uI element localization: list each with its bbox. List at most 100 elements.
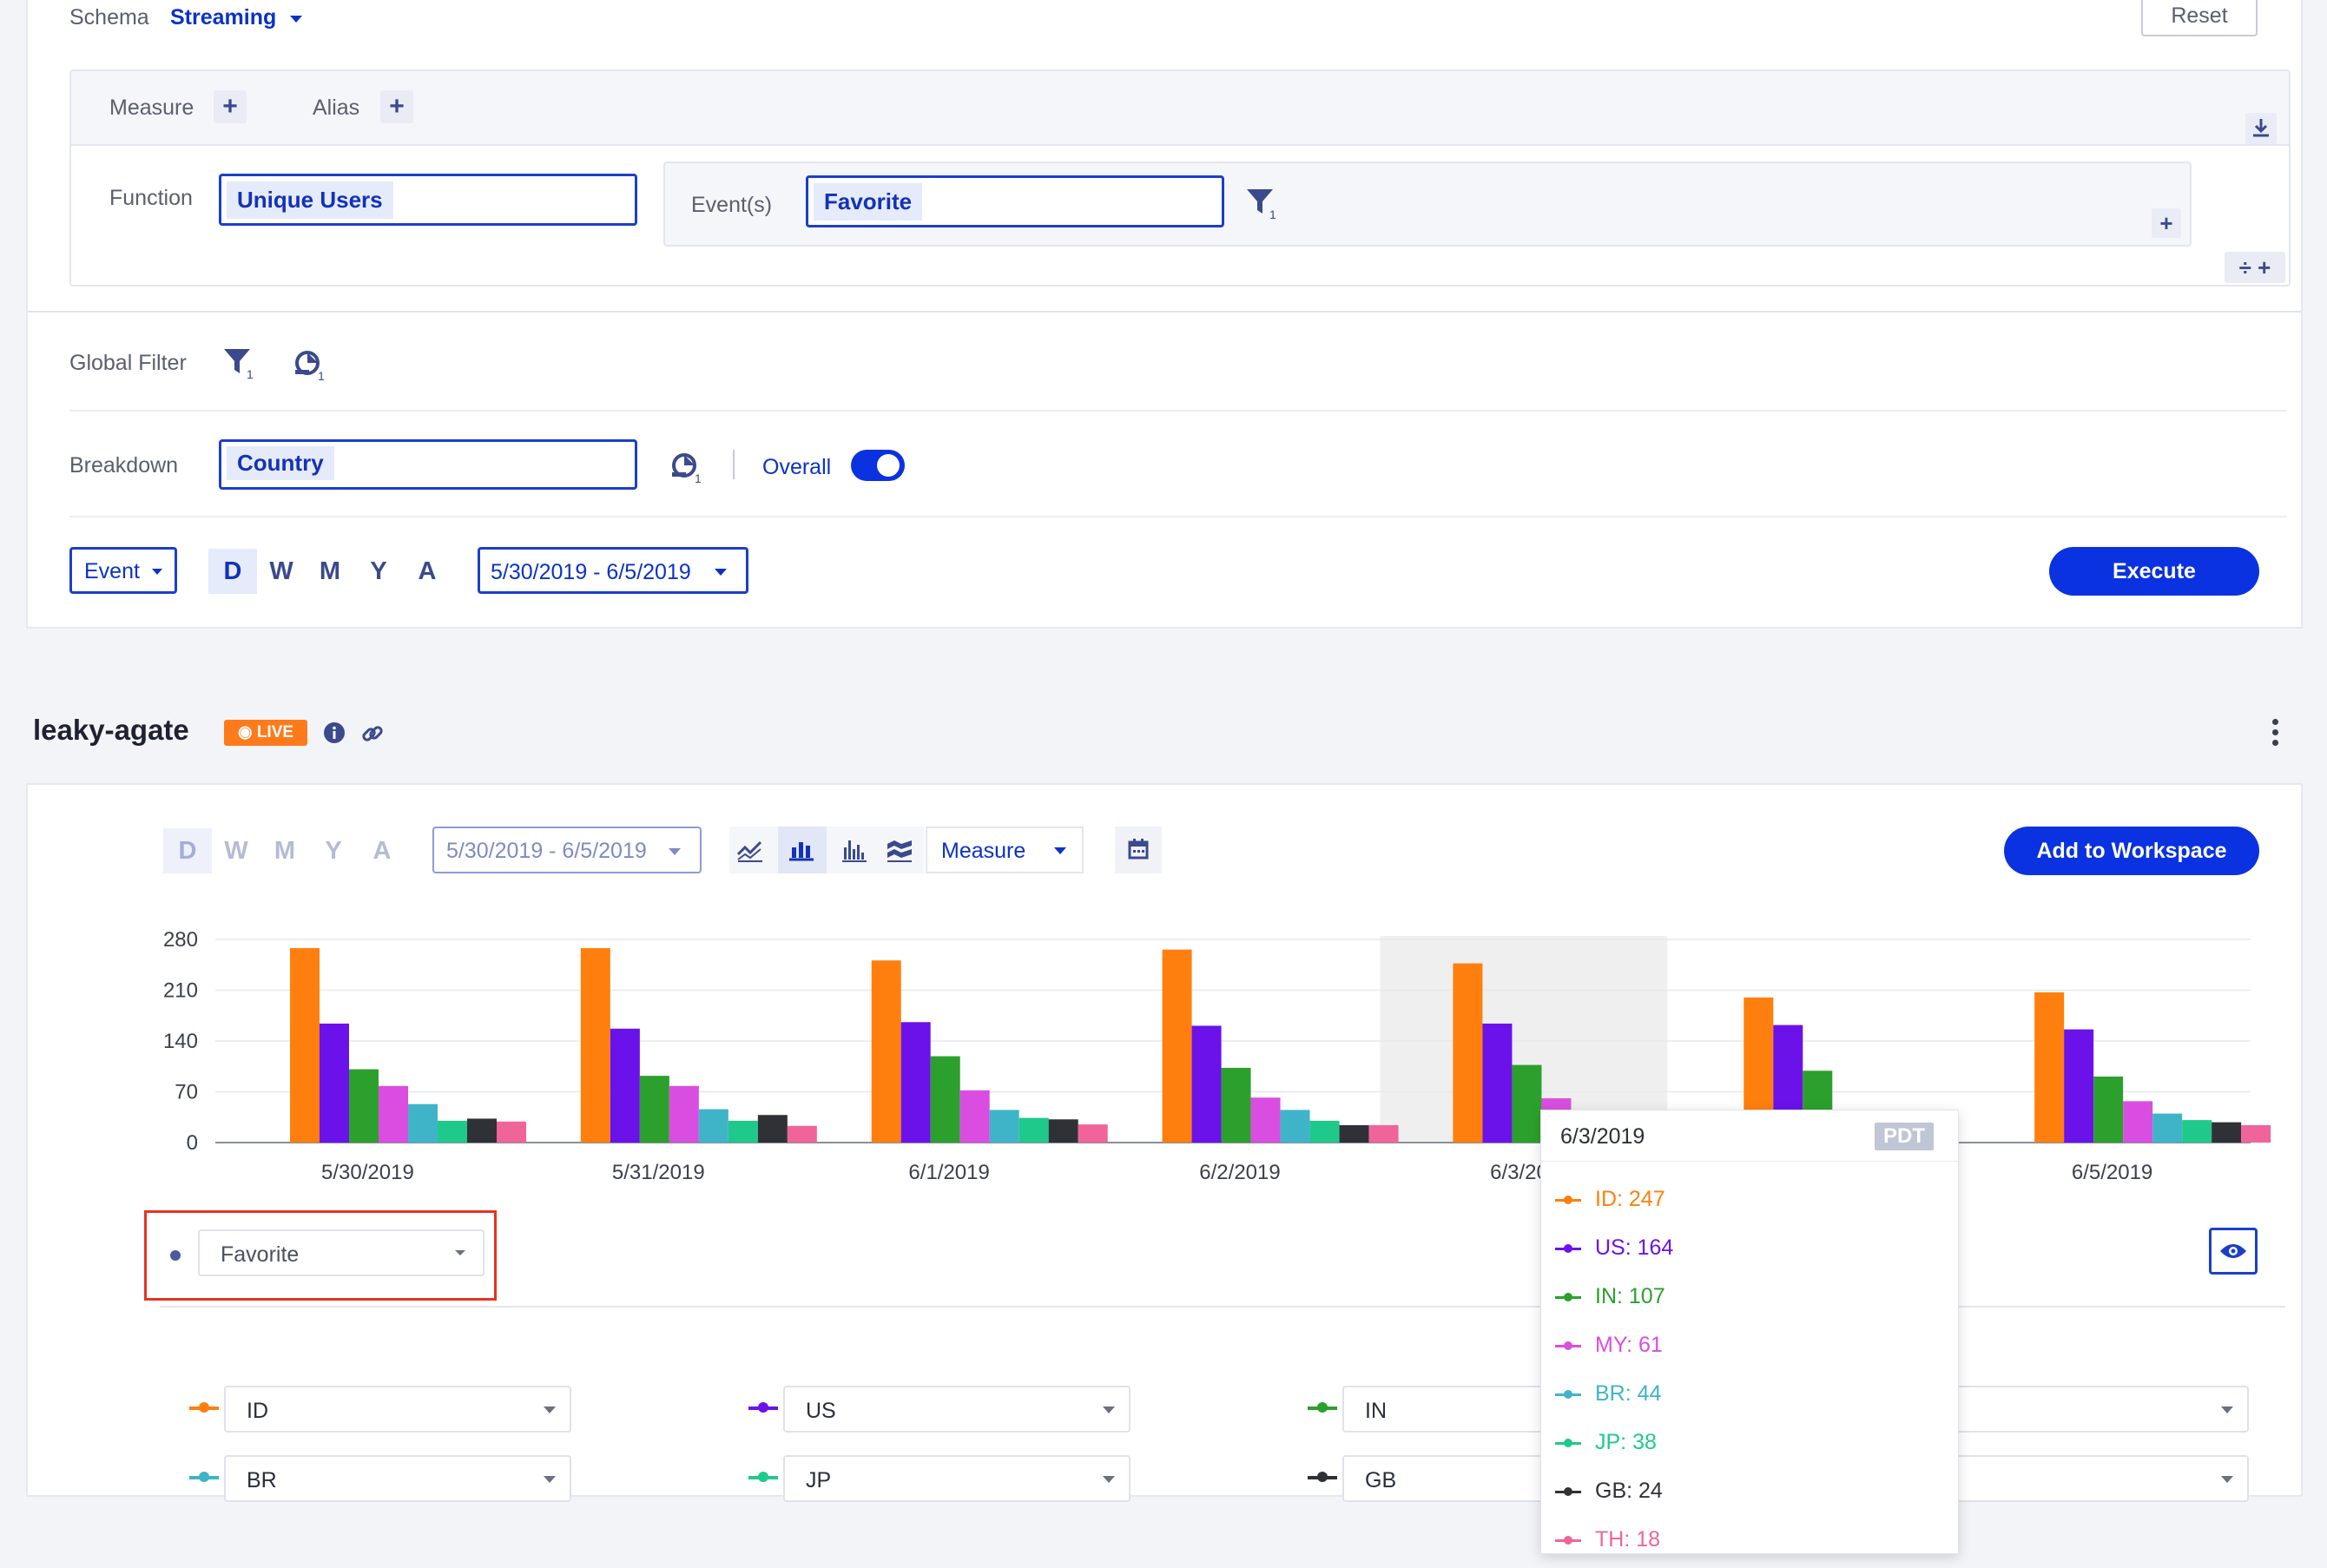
svg-text:1: 1 [1269,208,1276,221]
split-add-button[interactable]: ÷ + [2225,252,2285,283]
measure-label: Measure [109,96,194,120]
function-label: Function [109,186,193,210]
overall-label: Overall [762,455,832,479]
series-select[interactable] [1902,1455,2249,1502]
series-select-label: JP [806,1468,832,1492]
series-marker-dot [199,1402,209,1413]
area-chart-icon[interactable] [886,837,913,867]
series-select[interactable]: ID [224,1386,571,1433]
live-badge-label: LIVE [256,723,294,741]
bar-chart-icon[interactable] [778,827,827,873]
report-granularity-day[interactable]: D [163,828,212,873]
events-field[interactable]: Favorite [806,175,1224,227]
report-granularity-all[interactable]: A [372,837,392,865]
tooltip-row: GB: 24 [1595,1479,1663,1503]
reset-button[interactable]: Reset [2141,0,2258,36]
report-granularity-year[interactable]: Y [325,837,342,865]
measure-header [71,71,2289,146]
segment-icon[interactable]: 1 [293,347,328,386]
add-measure-button[interactable]: + [214,90,247,123]
breakdown-chip[interactable]: Country [227,446,334,480]
measure-dropdown[interactable]: Measure [926,827,1084,873]
info-icon[interactable] [323,721,346,748]
series-select-label: IN [1365,1399,1387,1423]
series-marker-dot [1317,1402,1328,1413]
series-select[interactable]: US [783,1386,1131,1433]
add-alias-button[interactable]: + [380,90,413,123]
add-to-workspace-label: Add to Workspace [2036,839,2227,863]
svg-text:1: 1 [318,369,325,382]
schema-dropdown[interactable]: Streaming [170,5,277,30]
series-marker-dot [1564,1244,1572,1253]
series-select[interactable]: JP [783,1455,1131,1502]
report-granularity-week[interactable]: W [224,837,248,865]
series-select[interactable] [1902,1386,2249,1433]
series-marker-dot [1564,1487,1572,1496]
series-marker-dot [758,1472,768,1482]
chevron-down-icon [715,569,727,576]
tooltip-row: ID: 247 [1595,1187,1665,1211]
function-chip[interactable]: Unique Users [227,181,393,219]
segment-icon[interactable]: 1 [670,450,705,489]
histogram-icon[interactable] [840,837,868,867]
date-range-picker[interactable]: 5/30/2019 - 6/5/2019 [478,547,748,594]
legend-grid: ID US IN BR JP GB [28,785,2301,1502]
series-marker-dot [1564,1536,1572,1545]
tooltip-row: MY: 61 [1595,1333,1663,1357]
line-chart-icon[interactable] [736,837,764,867]
series-marker-dot [1564,1390,1572,1399]
tooltip-timezone: PDT [1875,1123,1934,1150]
event-select[interactable]: Favorite [198,1229,485,1276]
divider [733,450,735,479]
divider [69,516,2287,517]
overall-toggle[interactable] [851,450,905,481]
tooltip-row: JP: 38 [1595,1430,1657,1454]
execute-button[interactable]: Execute [2049,547,2259,596]
alias-label: Alias [313,96,360,120]
chevron-down-icon [669,848,681,855]
global-filter-icon[interactable]: 1 [221,346,255,385]
tooltip-row: BR: 44 [1595,1381,1662,1406]
filter-icon[interactable]: 1 [1243,186,1278,225]
chevron-down-icon [1103,1407,1115,1413]
tooltip-row: IN: 107 [1595,1284,1665,1308]
calendar-icon[interactable] [1115,827,1162,873]
toggle-visibility-button[interactable] [2209,1228,2258,1275]
tooltip-row: US: 164 [1595,1235,1674,1260]
add-event-button[interactable]: + [2152,208,2181,238]
svg-text:1: 1 [695,471,702,484]
granularity-year[interactable]: Y [370,557,387,585]
report-date-range-picker[interactable]: 5/30/2019 - 6/5/2019 [432,827,702,873]
series-select-label: US [806,1399,836,1423]
events-label: Event(s) [691,193,773,217]
breakdown-field[interactable]: Country [219,439,637,490]
event-dot-icon [170,1250,181,1261]
more-options-icon[interactable] [2271,717,2280,752]
toggle-knob [877,454,900,477]
event-select-highlight [144,1210,497,1301]
tooltip-date: 6/3/2019 [1560,1124,1645,1149]
series-marker-dot [1317,1472,1328,1482]
chart-type-group [729,827,924,873]
function-field[interactable]: Unique Users [219,174,637,226]
event-chip[interactable]: Favorite [814,183,923,221]
live-dot-icon: ◉ [237,723,257,741]
report-granularity-month[interactable]: M [274,837,296,865]
events-card: Event(s) Favorite 1 + [663,161,2192,247]
link-icon[interactable] [359,721,386,751]
granularity-week[interactable]: W [269,557,293,585]
svg-text:1: 1 [247,367,254,380]
execute-label: Execute [2113,559,2196,583]
granularity-day[interactable]: D [208,549,257,594]
granularity-all[interactable]: A [418,557,437,585]
download-icon[interactable] [2245,113,2277,144]
add-to-workspace-button[interactable]: Add to Workspace [2004,827,2259,875]
event-dropdown-label: Event [84,559,140,583]
event-dropdown[interactable]: Event [69,547,177,594]
measure-dropdown-label: Measure [941,839,1026,863]
series-select[interactable]: BR [224,1455,571,1502]
granularity-month[interactable]: M [319,557,341,585]
global-filter-label: Global Filter [69,351,187,375]
series-marker-dot [1564,1293,1572,1301]
